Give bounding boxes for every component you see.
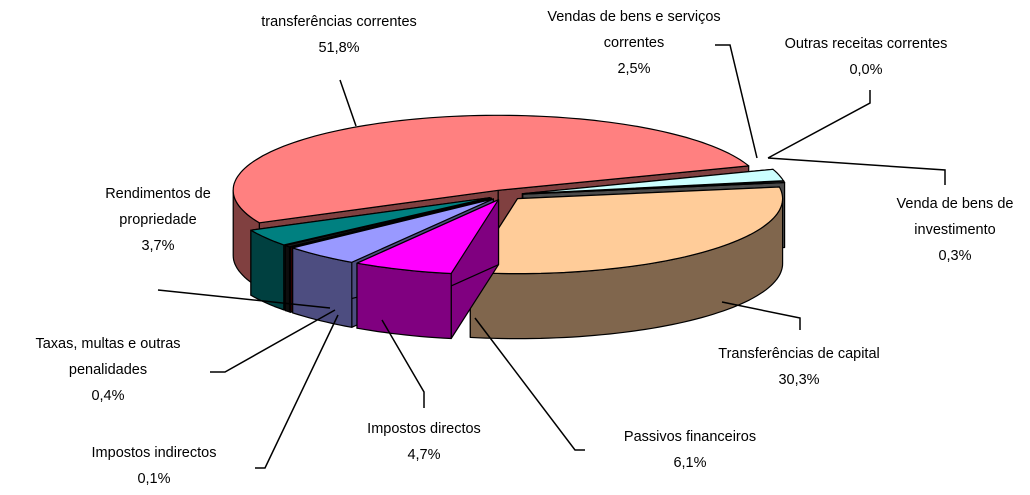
slice-wall — [356, 262, 452, 340]
slice-label: Passivos financeiros 6,1% — [600, 424, 780, 476]
label-name: Outras receitas correntes — [784, 36, 948, 52]
slice-top — [289, 197, 492, 248]
label-value: 0,0% — [849, 62, 883, 78]
slice-label: Venda de bens de investimento 0,3% — [880, 191, 1030, 269]
label-value: 0,3% — [938, 248, 972, 264]
label-name: Passivos financeiros — [623, 429, 757, 445]
slice-top — [250, 197, 491, 246]
label-value: 51,8% — [318, 40, 360, 56]
slice-top — [356, 199, 500, 275]
leader-line — [474, 317, 585, 451]
slice-top — [469, 186, 784, 275]
leader-line — [767, 157, 946, 185]
label-name: Venda de bens de investimento — [896, 196, 1014, 238]
leader-line — [721, 301, 801, 330]
label-name: Rendimentos de propriedade — [105, 186, 211, 228]
slice-label: Rendimentos de propriedade 3,7% — [83, 181, 233, 259]
slice-top — [522, 180, 786, 195]
slice-label: Impostos directos 4,7% — [344, 416, 504, 468]
slice-label: Transferências de capital 30,3% — [699, 341, 899, 393]
leader-line — [339, 79, 357, 127]
label-value: 6,1% — [673, 455, 707, 471]
slice-label: transferências correntes 51,8% — [224, 9, 454, 61]
slice-wall — [289, 246, 292, 313]
slice-wall — [284, 244, 291, 313]
label-value: 0,1% — [137, 471, 171, 487]
label-value: 4,7% — [407, 447, 441, 463]
slice-label: Taxas, multas e outras penalidades 0,4% — [1, 331, 216, 409]
leader-line — [157, 289, 331, 309]
slice-label: Impostos indirectos 0,1% — [59, 440, 249, 492]
slice-top — [232, 114, 750, 224]
label-name: Impostos indirectos — [91, 445, 217, 461]
leader-line — [767, 90, 871, 159]
label-value: 0,4% — [91, 388, 125, 404]
pie-slice — [469, 186, 784, 340]
slice-label: Vendas de bens e serviços correntes 2,5% — [524, 4, 744, 82]
label-name: Vendas de bens e serviços correntes — [547, 9, 721, 51]
slice-top — [521, 168, 784, 195]
slice-top — [292, 198, 494, 263]
leader-line — [381, 319, 425, 408]
label-name: Taxas, multas e outras penalidades — [35, 336, 181, 378]
label-value: 30,3% — [778, 372, 820, 388]
leader-line — [715, 44, 758, 159]
leader-line — [255, 314, 339, 469]
label-name: transferências correntes — [261, 14, 417, 30]
leader-line — [210, 309, 336, 373]
label-name: Transferências de capital — [718, 346, 880, 362]
label-name: Impostos directos — [367, 421, 481, 437]
pie-slice — [356, 199, 500, 340]
label-value: 3,7% — [141, 238, 175, 254]
slice-label: Outras receitas correntes 0,0% — [766, 31, 966, 83]
label-value: 2,5% — [617, 61, 651, 77]
